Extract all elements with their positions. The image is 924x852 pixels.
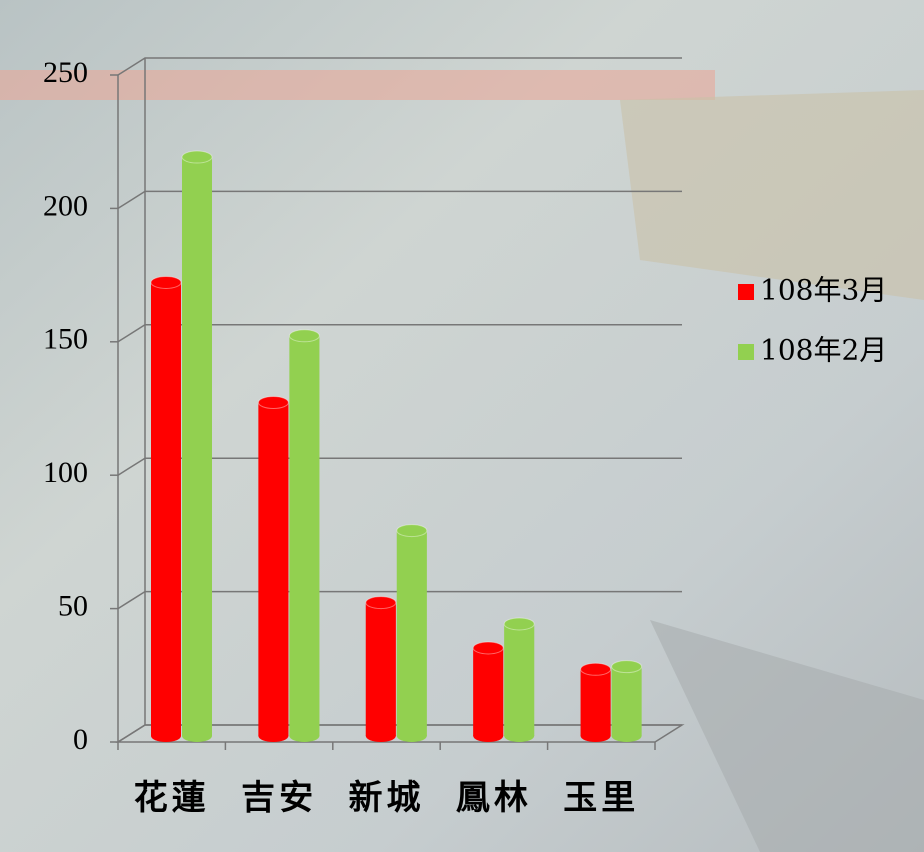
bar-shade [289, 335, 320, 736]
y-tick-label: 0 [73, 723, 88, 756]
bar-shade [580, 669, 611, 736]
bar-top [472, 641, 504, 655]
legend-label: 108年2月 [760, 334, 887, 367]
bar-top [396, 524, 428, 538]
y-tick-label: 150 [43, 323, 88, 356]
bar-shade [611, 666, 642, 736]
bar-top [257, 396, 289, 409]
bar-shade [258, 402, 289, 736]
background-bridge [0, 70, 715, 100]
bar-top [181, 150, 213, 164]
bar-shade [365, 602, 396, 736]
bar-top [288, 329, 320, 343]
bar-top [150, 275, 182, 289]
bar-top [365, 596, 397, 610]
bar-top [503, 617, 535, 631]
bar-shade [504, 623, 535, 736]
y-tick-label: 250 [43, 56, 88, 89]
bar-top [611, 660, 643, 674]
floor [115, 724, 685, 743]
bar-shade [473, 647, 504, 736]
x-tick-label: 新城 [349, 778, 425, 818]
y-tick-label: 200 [43, 189, 88, 222]
legend-swatch [738, 284, 754, 300]
background-breakwater [650, 620, 924, 852]
x-tick-label: 花蓮 [134, 778, 210, 818]
y-tick-label: 100 [43, 456, 88, 489]
legend-swatch [738, 344, 754, 360]
bar-shade [396, 530, 427, 736]
legend-label: 108年3月 [760, 274, 887, 307]
background-shore [620, 90, 924, 300]
bar-shade [151, 282, 181, 736]
y-tick-label: 50 [58, 589, 88, 622]
x-tick-label: 吉安 [241, 778, 317, 818]
bar-shade [182, 157, 212, 736]
x-tick-label: 鳳林 [456, 778, 532, 818]
bar-top [580, 662, 612, 676]
x-tick-label: 玉里 [563, 778, 639, 818]
